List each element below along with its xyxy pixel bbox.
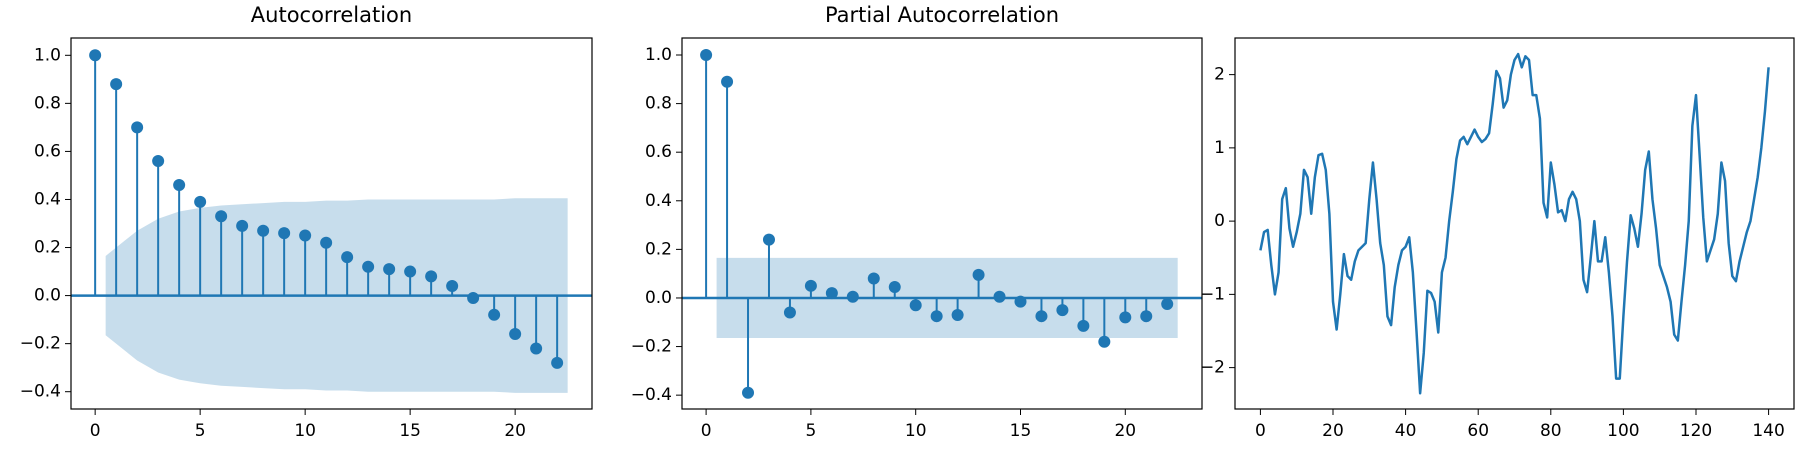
y-tick-label: 0.6 [34, 141, 61, 161]
y-tick-label: −1 [1200, 284, 1225, 304]
stem-marker [173, 179, 186, 192]
subplot: 0 20 40 60 80 100 120 140 −2 −1 0 1 2 [1200, 37, 1795, 441]
x-tick-label: 80 [1540, 421, 1562, 441]
stem-marker [194, 195, 207, 208]
plot-area [1259, 52, 1770, 395]
x-tick-label: 0 [701, 421, 712, 441]
stem-marker [404, 265, 417, 278]
stem-marker [383, 263, 396, 276]
x-tick-label: 15 [1010, 421, 1032, 441]
y-tick-label: 0.2 [645, 239, 672, 259]
stem-marker [278, 227, 291, 240]
plot-area [682, 49, 1202, 399]
x-tick-label: 5 [805, 421, 816, 441]
x-tick-label: 10 [294, 421, 316, 441]
y-tick-label: 0.2 [34, 238, 61, 258]
stem-marker [152, 155, 165, 168]
stem-marker [993, 290, 1006, 303]
stem-marker [467, 291, 480, 304]
stem-marker [299, 229, 312, 242]
stem-marker [1161, 298, 1174, 311]
y-tick-label: 0.8 [645, 94, 672, 114]
stem-marker [825, 287, 838, 300]
x-tick-label: 15 [399, 421, 421, 441]
y-tick-label: −0.4 [20, 382, 61, 402]
stem-marker [362, 260, 375, 273]
x-tick-label: 100 [1607, 421, 1639, 441]
stem-marker [1056, 304, 1069, 317]
x-tick-label: 140 [1752, 421, 1784, 441]
axes-frame [70, 37, 593, 410]
stem-marker [972, 268, 985, 281]
stem-marker [488, 308, 501, 321]
stem-marker [320, 236, 333, 249]
stem-marker [804, 279, 817, 292]
plot-area [71, 49, 592, 393]
stem-marker [1098, 335, 1111, 348]
chart-title: Partial Autocorrelation [825, 3, 1059, 27]
line [1259, 52, 1770, 395]
stem-marker [762, 233, 775, 246]
stem-marker [425, 270, 438, 283]
stem-marker [1119, 311, 1132, 324]
stem-marker [700, 49, 713, 62]
y-tick-label: 0 [1214, 211, 1225, 231]
subplot: Autocorrelation 0 5 10 15 20 −0.4 −0.2 0.0 0.2 0.4… [20, 3, 593, 441]
y-tick-label: 0.6 [645, 142, 672, 162]
x-tick-label: 20 [1322, 421, 1344, 441]
stem-marker [89, 49, 102, 62]
stem-marker [867, 272, 880, 285]
stem-marker [1014, 295, 1027, 308]
x-tick-label: 0 [90, 421, 101, 441]
stem-marker [236, 219, 249, 232]
y-tick-label: 1 [1214, 138, 1225, 158]
x-tick-label: 60 [1467, 421, 1489, 441]
x-tick-label: 10 [905, 421, 927, 441]
chart-title: Autocorrelation [251, 3, 412, 27]
stem-marker [1140, 310, 1153, 323]
subplot: Partial Autocorrelation 0 5 10 15 20 −0.4 −0.2 0… [631, 3, 1203, 441]
stem-marker [257, 224, 270, 237]
x-tick-label: 20 [1114, 421, 1136, 441]
stem-marker [951, 308, 964, 321]
y-tick-label: 0.8 [34, 93, 61, 113]
y-tick-label: −0.2 [20, 334, 61, 354]
stem-marker [1077, 319, 1090, 332]
stem-marker [551, 356, 564, 369]
y-tick-label: 1.0 [34, 45, 61, 65]
axes-frame [681, 37, 1203, 410]
x-tick-label: 20 [504, 421, 526, 441]
stem-marker [1035, 310, 1048, 323]
y-tick-label: −0.4 [631, 385, 672, 405]
y-tick-label: −0.2 [631, 337, 672, 357]
y-tick-label: 0.0 [645, 288, 672, 308]
stem-marker [721, 75, 734, 88]
y-tick-label: 0.4 [645, 191, 672, 211]
axes-frame [1234, 37, 1795, 410]
stem-marker [110, 78, 123, 91]
y-tick-label: 1.0 [645, 45, 672, 65]
y-tick-label: 0.4 [34, 189, 61, 209]
stem-marker [909, 299, 922, 312]
stem-marker [446, 279, 459, 292]
stem-marker [888, 281, 901, 294]
x-tick-label: 120 [1680, 421, 1712, 441]
stem-marker [846, 290, 859, 303]
x-tick-label: 40 [1395, 421, 1417, 441]
stem-marker [930, 310, 943, 323]
stem-marker [742, 386, 755, 399]
stem-marker [215, 210, 228, 223]
stem-marker [509, 328, 522, 341]
y-tick-label: 2 [1214, 65, 1225, 85]
stem-marker [341, 251, 354, 264]
stem-marker [530, 342, 543, 355]
stem-marker [131, 121, 144, 134]
stem-marker [783, 306, 796, 319]
x-tick-label: 5 [195, 421, 206, 441]
y-tick-label: 0.0 [34, 286, 61, 306]
x-tick-label: 0 [1255, 421, 1266, 441]
y-tick-label: −2 [1200, 358, 1225, 378]
